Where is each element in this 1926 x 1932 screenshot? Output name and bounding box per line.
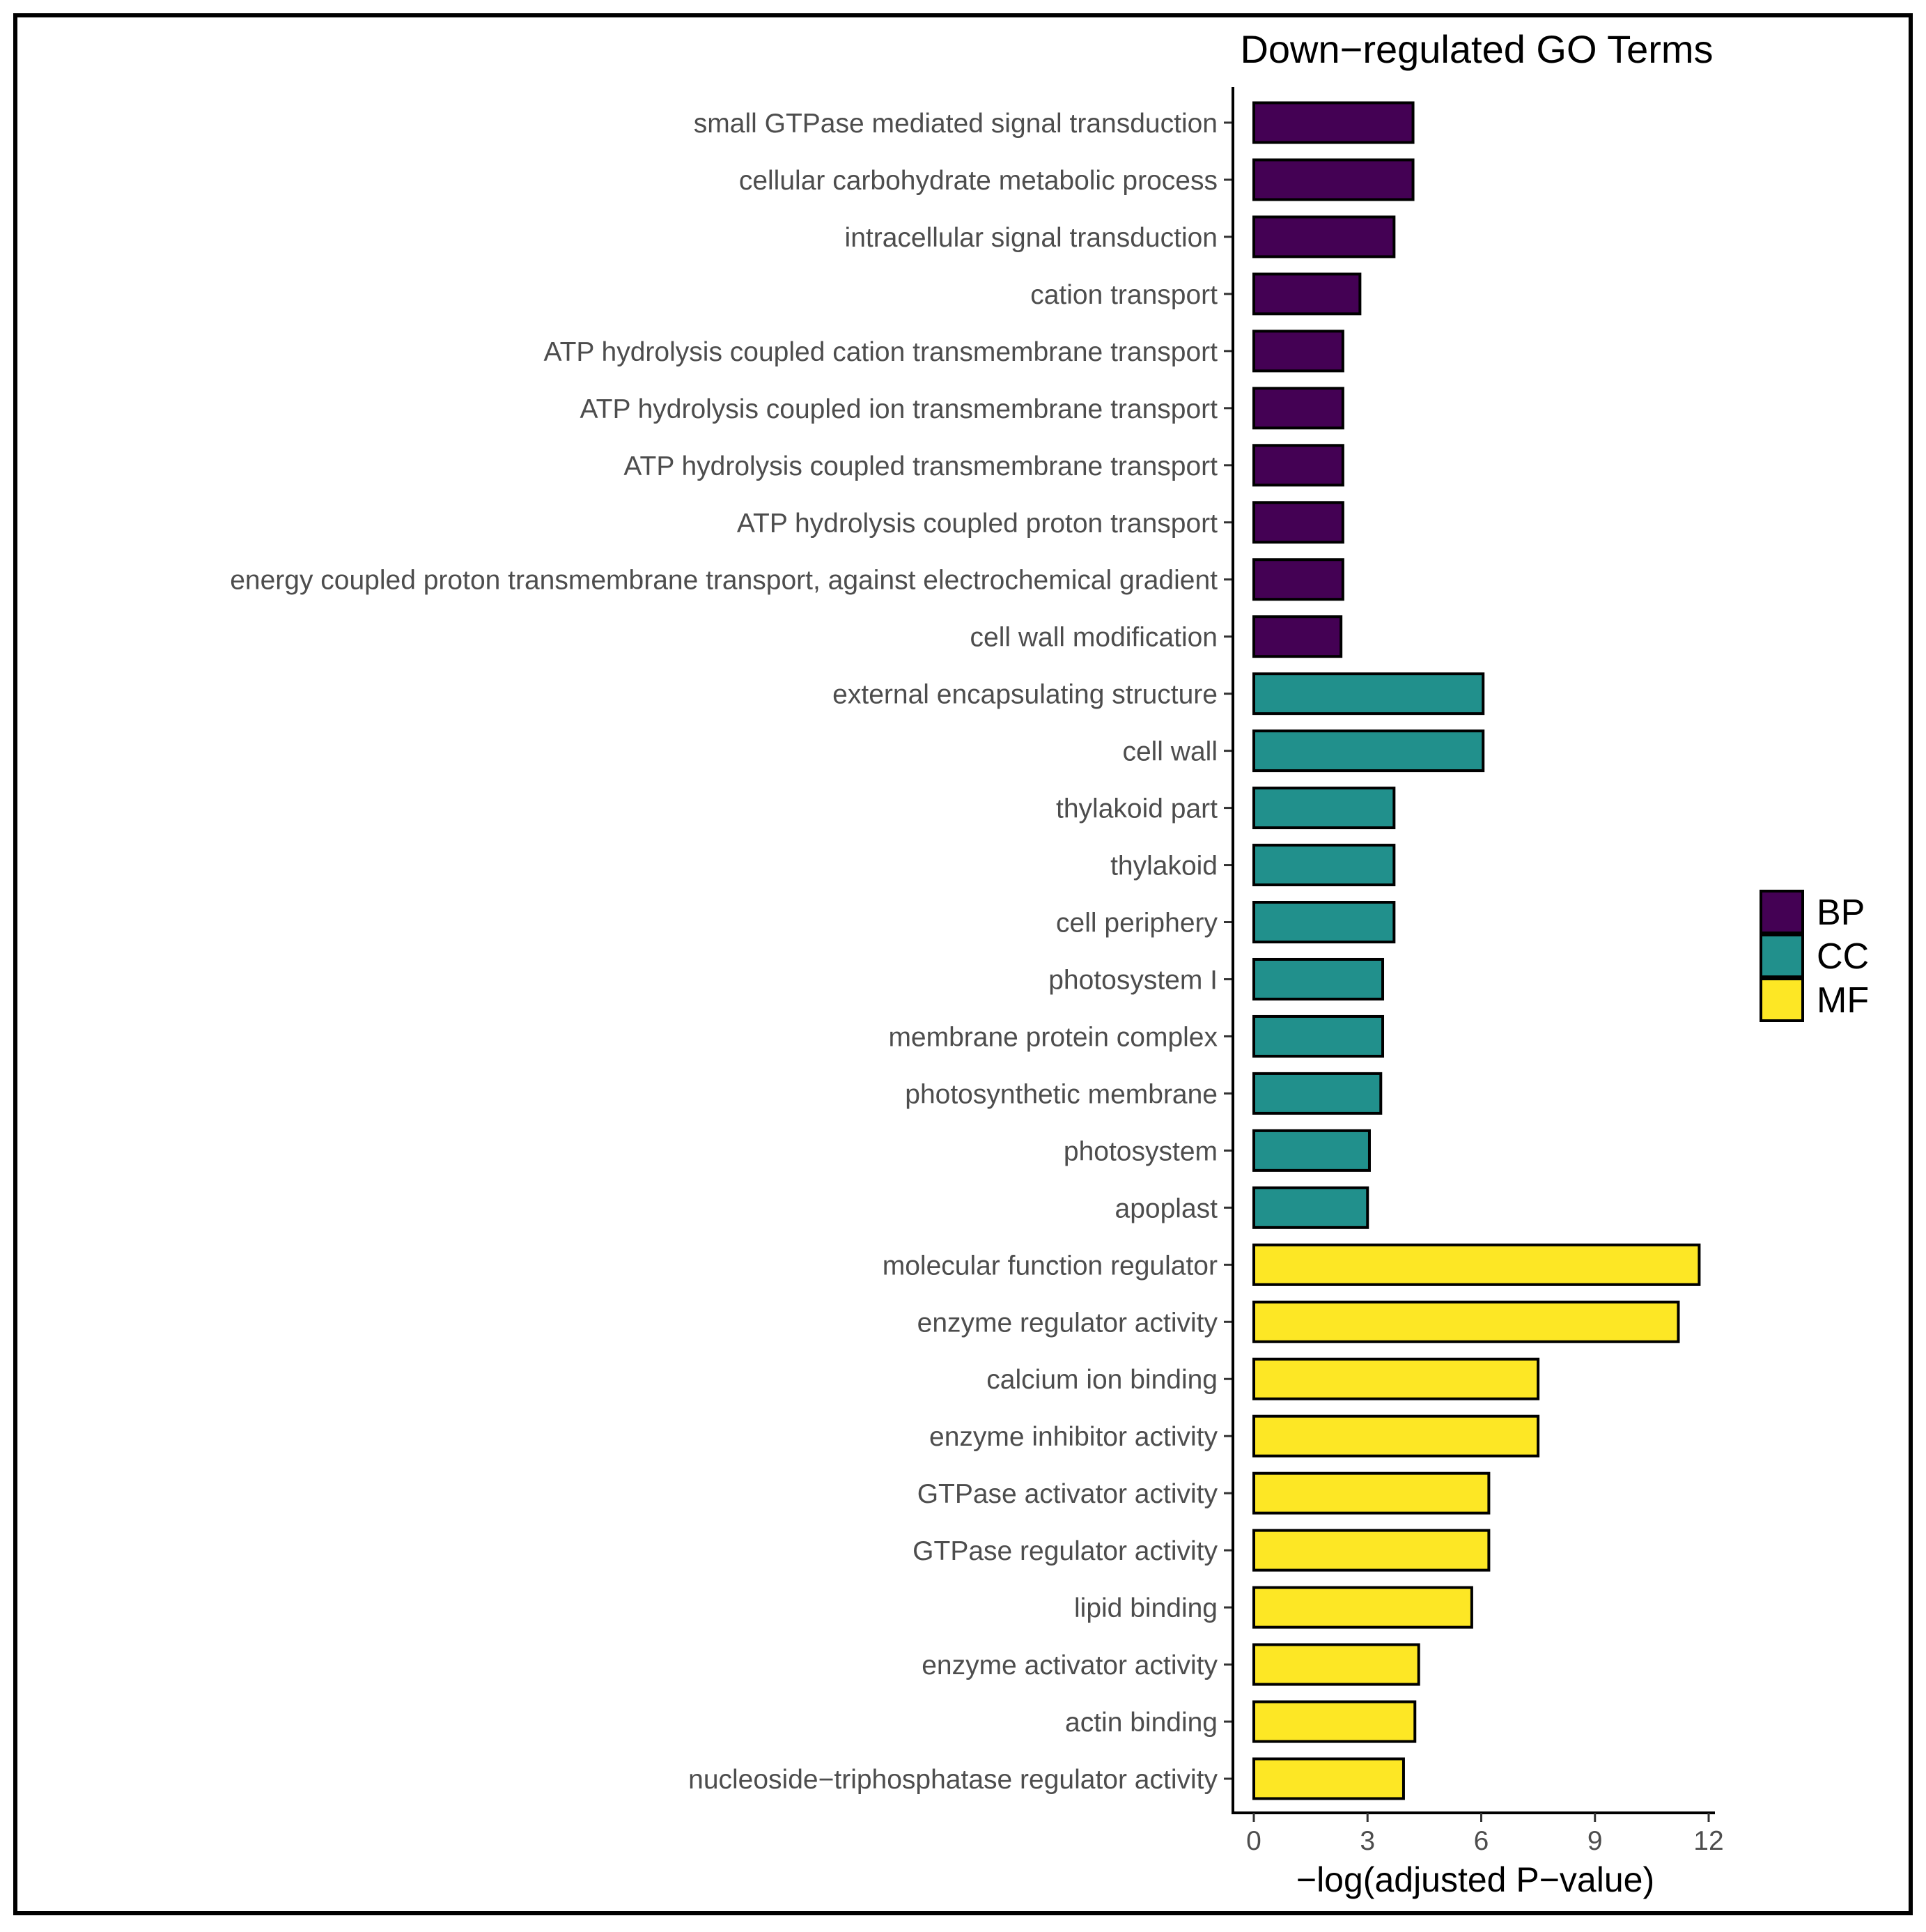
category-label: ATP hydrolysis coupled cation transmembr… [543,337,1218,367]
category-label: cell wall [1122,737,1218,767]
bar-8 [1252,501,1344,544]
category-label: molecular function regulator [883,1251,1218,1281]
legend-label-bp: BP [1817,892,1865,933]
bar-24 [1252,1414,1540,1458]
category-label: photosystem [1064,1136,1218,1166]
x-tick-label: 6 [1474,1826,1489,1856]
bar-3 [1252,215,1396,258]
bar-27 [1252,1586,1473,1629]
chart-title: Down−regulated GO Terms [1240,27,1713,71]
bar-15 [1252,901,1396,944]
legend-label-cc: CC [1817,936,1869,977]
category-label: cell wall modification [970,623,1218,653]
bar-10 [1252,615,1343,658]
bar-25 [1252,1471,1491,1515]
bar-21 [1252,1243,1701,1286]
bar-14 [1252,844,1396,887]
bar-26 [1252,1529,1491,1572]
category-label: intracellular signal transduction [845,223,1218,253]
bar-16 [1252,957,1385,1000]
bar-19 [1252,1129,1371,1172]
bar-6 [1252,387,1344,430]
category-label: photosynthetic membrane [905,1079,1218,1109]
legend-key-cc [1760,934,1804,978]
category-label: enzyme inhibitor activity [929,1422,1218,1452]
bar-18 [1252,1072,1383,1115]
category-label: cation transport [1030,280,1218,310]
category-label: lipid binding [1074,1593,1218,1623]
x-tick-label: 0 [1246,1826,1261,1856]
bar-7 [1252,444,1344,487]
figure-border [13,13,1913,1915]
legend-label-mf: MF [1817,980,1869,1021]
bar-28 [1252,1643,1420,1686]
bar-12 [1252,729,1485,773]
category-label: apoplast [1115,1193,1218,1223]
legend-key-mf [1760,977,1804,1022]
x-axis-ticks: 0 3 6 9 12 [1246,1813,1724,1856]
category-label: thylakoid part [1056,794,1218,824]
bar-11 [1252,672,1485,716]
category-label: calcium ion binding [986,1365,1218,1395]
legend-key-bp [1760,890,1804,934]
bar-9 [1252,558,1344,601]
bar-1 [1252,101,1415,144]
category-label: ATP hydrolysis coupled ion transmembrane… [580,394,1218,424]
bar-23 [1252,1357,1540,1400]
bar-22 [1252,1300,1680,1343]
category-label: external encapsulating structure [832,680,1218,710]
bar-29 [1252,1700,1417,1743]
category-label: photosystem I [1048,965,1218,995]
bars-layer [1252,101,1701,1800]
category-label: cellular carbohydrate metabolic process [739,166,1218,196]
bar-4 [1252,272,1362,316]
category-label: thylakoid [1110,851,1218,881]
category-label: actin binding [1065,1708,1218,1738]
x-tick-label: 12 [1693,1826,1723,1856]
category-labels: small GTPase mediated signal transductio… [230,109,1233,1795]
category-label: ATP hydrolysis coupled transmembrane tra… [623,451,1218,481]
category-label: GTPase activator activity [917,1479,1218,1509]
category-label: small GTPase mediated signal transductio… [694,109,1218,139]
category-label: nucleoside−triphosphatase regulator acti… [688,1765,1218,1795]
category-label: membrane protein complex [888,1022,1218,1052]
category-label: enzyme activator activity [922,1651,1218,1680]
category-label: GTPase regulator activity [912,1536,1218,1566]
bar-2 [1252,158,1415,201]
bar-5 [1252,330,1344,373]
bar-13 [1252,787,1396,830]
category-label: energy coupled proton transmembrane tran… [230,566,1218,596]
x-tick-label: 3 [1360,1826,1375,1856]
category-label: ATP hydrolysis coupled proton transport [737,509,1218,539]
x-tick-label: 9 [1587,1826,1603,1856]
x-axis-title: −log(adjusted P−value) [1296,1860,1654,1899]
bar-30 [1252,1757,1405,1800]
category-label: enzyme regulator activity [917,1308,1218,1338]
bar-20 [1252,1186,1369,1229]
category-label: cell periphery [1056,909,1218,938]
bar-17 [1252,1014,1385,1058]
